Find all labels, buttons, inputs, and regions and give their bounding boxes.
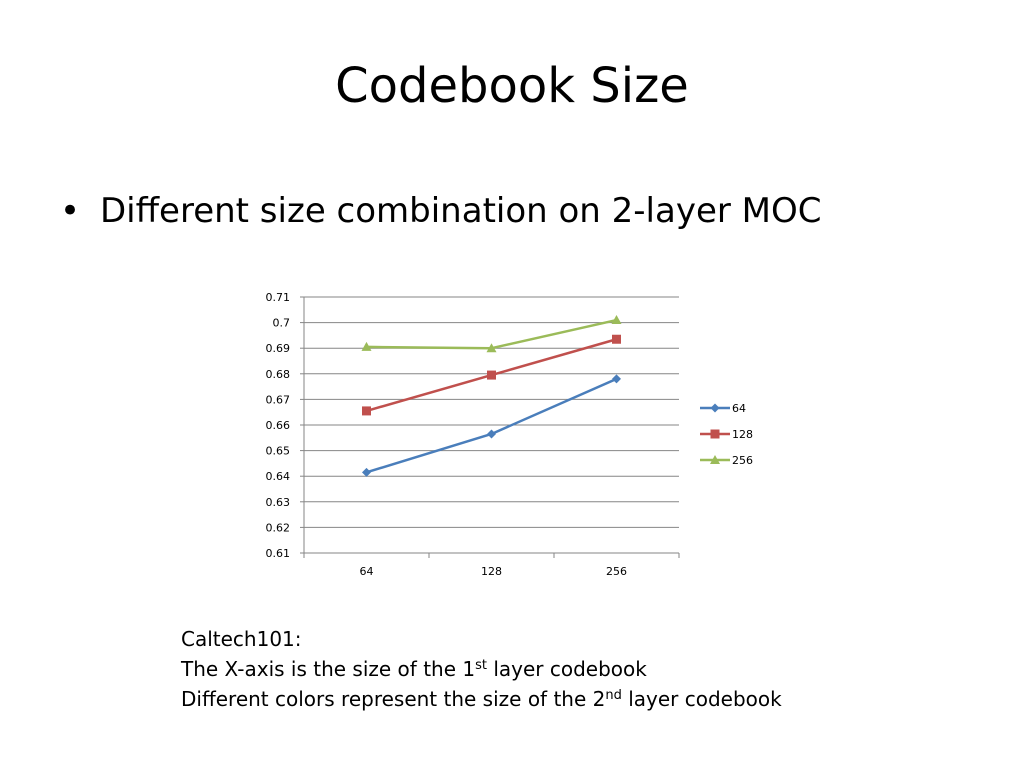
caption-line-3-text: Different colors represent the size of t… [181, 687, 606, 711]
y-tick-label: 0.71 [266, 291, 291, 304]
slide-title: Codebook Size [335, 58, 689, 114]
caption-line-2-superscript: st [475, 658, 487, 673]
line-chart: 0.61 0.62 0.63 0.64 0.65 0.66 0.67 0.68 0.69 0.7 0… [266, 291, 754, 578]
y-tick-label: 0.63 [266, 496, 291, 509]
data-point-256-128 [486, 343, 497, 353]
data-point-256-64 [361, 341, 372, 351]
legend-label: 256 [732, 454, 753, 467]
y-tick-label: 0.66 [266, 419, 291, 432]
caption-line-2-tail: layer codebook [486, 657, 647, 681]
data-point-128-256 [612, 334, 621, 344]
caption-line-3-superscript: nd [605, 688, 622, 703]
caption-line-3: Different colors represent the size of t… [181, 684, 782, 714]
caption-line-3-tail: layer codebook [621, 687, 782, 711]
legend-label: 128 [732, 428, 753, 441]
legend-label: 64 [732, 402, 746, 415]
bullet-item: • Different size combination on 2-layer … [60, 194, 822, 228]
caption-line-2-text: The X-axis is the size of the 1 [181, 657, 476, 681]
caption: Caltech101: The X-axis is the size of th… [181, 624, 782, 714]
y-tick-label: 0.64 [266, 470, 291, 483]
legend-marker [710, 429, 720, 439]
x-tick-label: 64 [360, 565, 374, 578]
caption-line-1: Caltech101: [181, 627, 302, 651]
bullet-marker: • [60, 191, 81, 231]
y-tick-label: 0.69 [266, 342, 291, 355]
data-point-256-256 [611, 315, 622, 325]
y-tick-label: 0.68 [266, 368, 291, 381]
y-tick-label: 0.61 [266, 547, 291, 560]
y-tick-label: 0.65 [266, 445, 291, 458]
data-point-64-64 [362, 467, 371, 477]
bullet-text: Different size combination on 2-layer MO… [100, 191, 822, 231]
caption-line-2: The X-axis is the size of the 1st layer … [181, 654, 782, 684]
x-tick-label: 128 [481, 565, 502, 578]
legend-marker [710, 403, 720, 413]
y-tick-label: 0.7 [273, 317, 291, 330]
series-line-64 [366, 377, 618, 474]
y-tick-label: 0.67 [266, 393, 291, 406]
legend-marker [710, 455, 720, 464]
data-point-64-256 [612, 374, 621, 384]
data-point-128-64 [362, 406, 371, 416]
data-point-128-128 [487, 370, 496, 380]
data-point-64-128 [487, 429, 496, 439]
y-tick-label: 0.62 [266, 521, 291, 534]
x-tick-label: 256 [606, 565, 627, 578]
